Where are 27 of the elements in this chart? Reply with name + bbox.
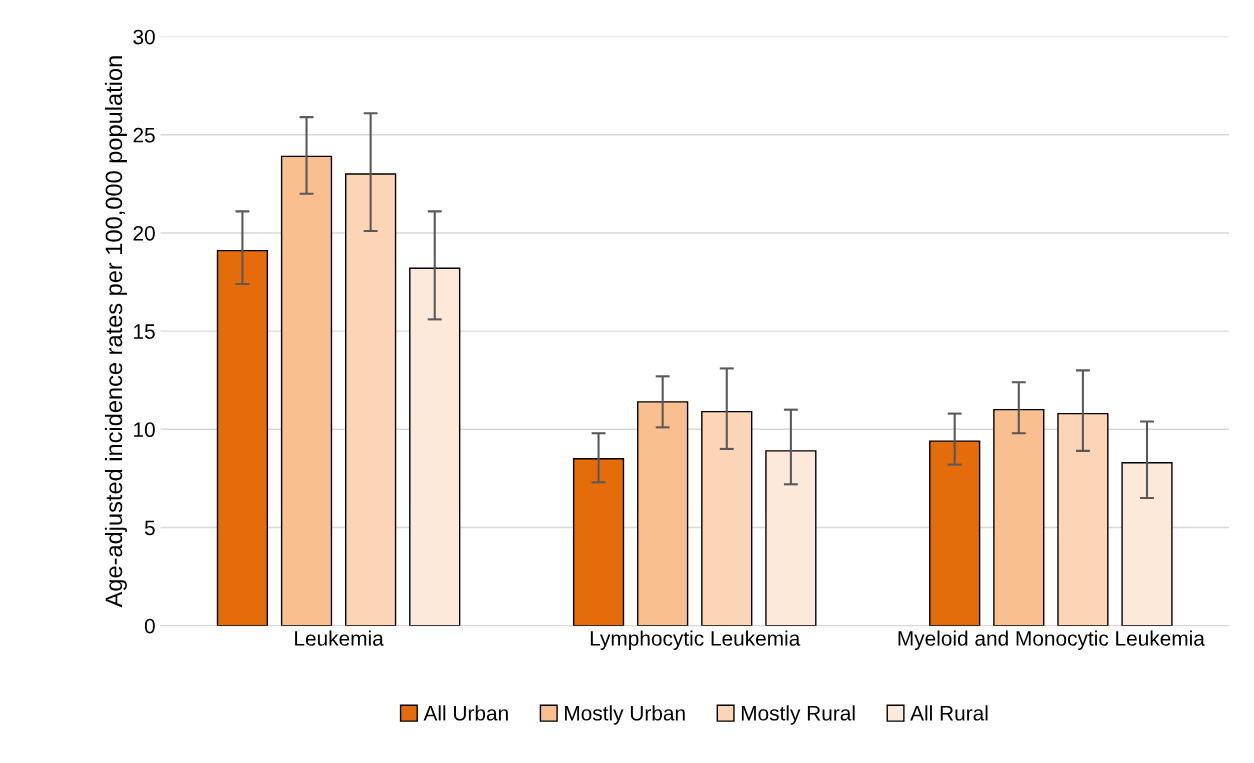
bar xyxy=(993,408,1045,626)
bar xyxy=(1057,412,1109,626)
bar xyxy=(1121,461,1173,626)
bar xyxy=(345,173,397,626)
legend-label: Mostly Urban xyxy=(565,705,685,725)
y-tick-label: 5 xyxy=(144,520,155,536)
x-tick-label: Lymphocytic Leukemia xyxy=(590,630,801,650)
bar xyxy=(701,410,753,626)
y-tick-label: 30 xyxy=(133,29,155,45)
x-tick-label: Leukemia xyxy=(295,630,384,646)
legend-label: All Rural xyxy=(910,705,988,721)
bar xyxy=(637,401,689,626)
bar xyxy=(929,440,981,626)
y-axis-title: Age-adjusted incidence rates per 100,000 population xyxy=(104,56,127,608)
bar xyxy=(280,155,333,626)
bar xyxy=(572,458,625,626)
bar xyxy=(765,450,817,626)
x-tick-label: Myeloid and Monocytic Leukemia xyxy=(898,630,1205,650)
bar xyxy=(409,267,461,626)
y-tick-label: 15 xyxy=(134,324,155,339)
legend-label: Mostly Rural xyxy=(741,705,855,725)
y-tick-label: 25 xyxy=(133,127,155,143)
y-tick-label: 0 xyxy=(144,618,155,634)
y-tick-label: 10 xyxy=(134,422,155,438)
bar xyxy=(216,249,269,626)
y-tick-label: 20 xyxy=(133,225,155,241)
legend-label: All Urban xyxy=(423,705,508,721)
